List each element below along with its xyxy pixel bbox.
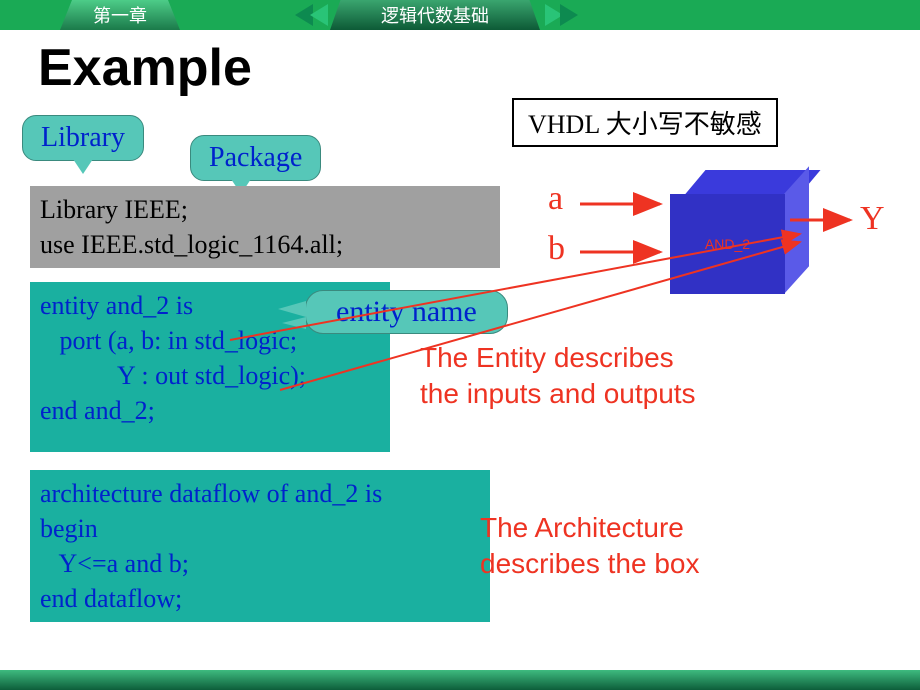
- code-architecture: architecture dataflow of and_2 is begin …: [30, 470, 490, 622]
- note-box: VHDL 大小写不敏感: [512, 98, 778, 147]
- entity-description: The Entity describes the inputs and outp…: [420, 340, 696, 413]
- top-bar: 第一章 逻辑代数基础: [0, 0, 920, 30]
- callout-library: Library: [22, 115, 144, 161]
- arch-description: The Architecture describes the box: [480, 510, 699, 583]
- input-a-label: a: [548, 180, 563, 218]
- output-y-label: Y: [860, 200, 885, 238]
- slide-body: Example VHDL 大小写不敏感 Library Package Libr…: [0, 30, 920, 690]
- chapter-tab: 第一章: [60, 0, 180, 30]
- arrow-decor: [560, 4, 578, 26]
- callout-package: Package: [190, 135, 321, 181]
- cube-front-face: AND_2: [670, 194, 785, 294]
- arrow-decor: [310, 4, 328, 26]
- title-tab: 逻辑代数基础: [330, 0, 540, 30]
- and-gate-cube: AND_2: [670, 170, 810, 310]
- page-title: Example: [38, 38, 252, 98]
- bottom-bar: [0, 670, 920, 690]
- input-b-label: b: [548, 230, 565, 268]
- callout-entity-name: entity name: [305, 290, 508, 334]
- code-library: Library IEEE; use IEEE.std_logic_1164.al…: [30, 186, 500, 268]
- cube-label: AND_2: [705, 236, 750, 252]
